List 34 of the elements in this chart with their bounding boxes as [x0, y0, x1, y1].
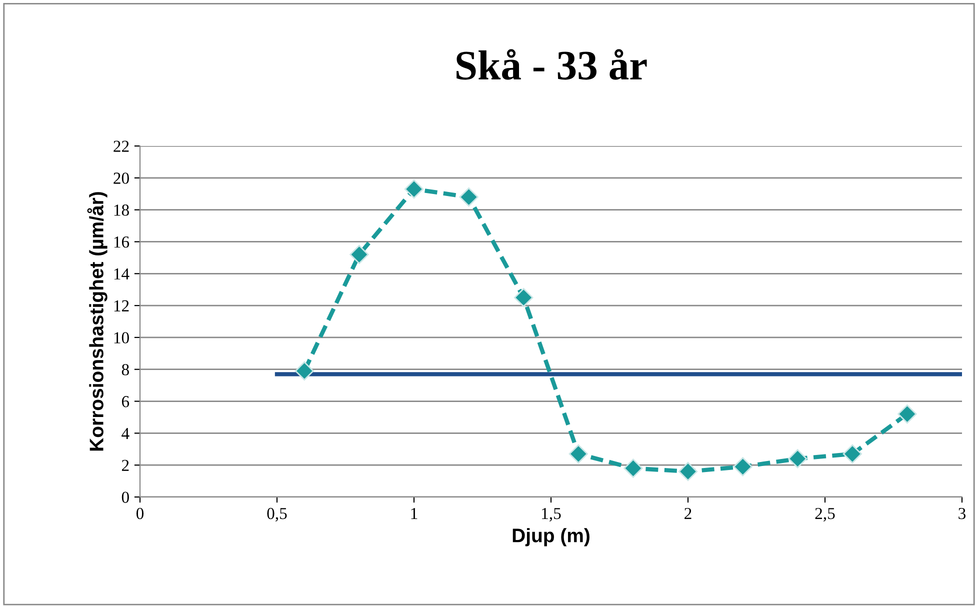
y-tick-label: 10: [114, 332, 129, 344]
y-tick-label: 14: [114, 268, 130, 280]
y-tick-label: 4: [122, 428, 130, 439]
y-tick-label: 6: [122, 396, 130, 408]
point: [842, 444, 862, 464]
chart-title: Skå - 33 år: [456, 49, 647, 80]
y-tick-label: 18: [114, 204, 129, 216]
point: [898, 404, 917, 424]
y-tick-label: 8: [122, 364, 129, 376]
x-tick-label: 0,5: [267, 508, 287, 522]
y-tick-label: 20: [114, 172, 129, 184]
x-tick-label: 1: [411, 508, 418, 519]
y-axis-title: Korrosionshastighet (µm/år): [87, 192, 108, 451]
point: [294, 361, 314, 380]
point: [733, 457, 752, 476]
point: [459, 188, 478, 207]
y-tick-label: 0: [122, 492, 129, 503]
x-tick-label: 3: [958, 508, 966, 520]
point: [678, 462, 698, 482]
y-tick-label: 22: [114, 140, 129, 152]
point: [624, 458, 643, 478]
y-tick-label: 16: [114, 236, 130, 248]
y-tick-label: 12: [114, 300, 129, 312]
y-tick-label: 2: [122, 460, 129, 471]
point: [568, 444, 588, 464]
x-axis-title: Djup (m): [512, 528, 590, 546]
point: [788, 449, 808, 468]
x-tick-label: 1,5: [542, 508, 561, 522]
x-tick-label: 2,5: [815, 508, 835, 522]
x-tick-label: 0: [136, 508, 144, 520]
point: [350, 244, 369, 264]
point: [404, 180, 424, 199]
point: [514, 288, 534, 308]
x-tick-label: 2: [684, 508, 692, 519]
